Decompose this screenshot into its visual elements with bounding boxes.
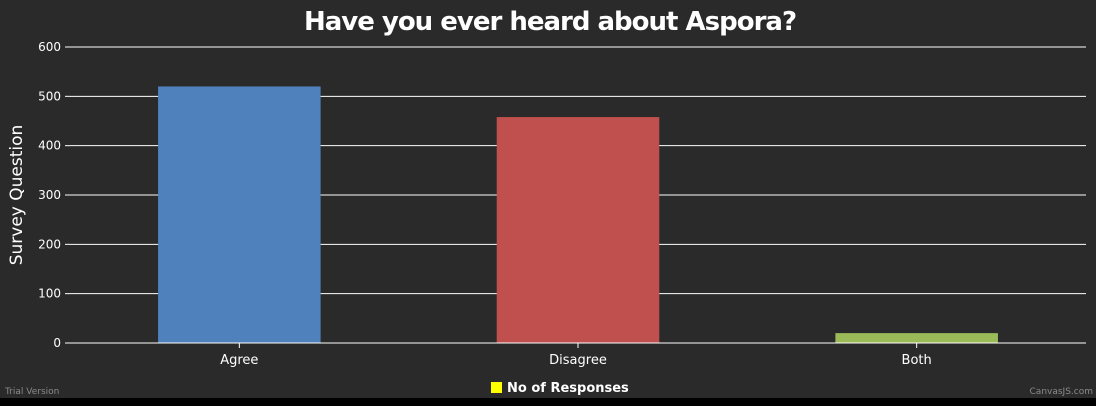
chart-title: Have you ever heard about Aspora?: [304, 7, 796, 37]
x-axis-ticks: Agree Disagree Both: [220, 343, 932, 368]
x-tick-label: Disagree: [549, 353, 607, 368]
bar-both[interactable]: [835, 333, 998, 343]
legend-label: No of Responses: [507, 381, 629, 396]
legend[interactable]: No of Responses: [491, 381, 629, 396]
y-tick-label: 300: [38, 188, 61, 202]
bars: [158, 86, 998, 343]
y-tick-label: 0: [53, 336, 61, 350]
y-axis-title: Survey Question: [7, 125, 27, 266]
bar-disagree[interactable]: [496, 117, 660, 343]
bar-agree[interactable]: [158, 86, 321, 343]
x-tick-label: Both: [902, 353, 932, 368]
legend-marker: [491, 382, 502, 393]
y-tick-label: 100: [38, 287, 61, 301]
x-tick-label: Agree: [220, 353, 258, 368]
y-tick-label: 200: [38, 237, 61, 251]
credit-link[interactable]: CanvasJS.com: [1030, 387, 1093, 397]
y-tick-label: 600: [38, 40, 61, 54]
y-tick-label: 500: [38, 89, 61, 103]
y-axis-ticks: 0 100 200 300 400 500 600: [38, 40, 70, 350]
trial-version-text: Trial Version: [4, 387, 59, 397]
bottom-border: [0, 398, 1096, 406]
y-tick-label: 400: [38, 139, 61, 153]
